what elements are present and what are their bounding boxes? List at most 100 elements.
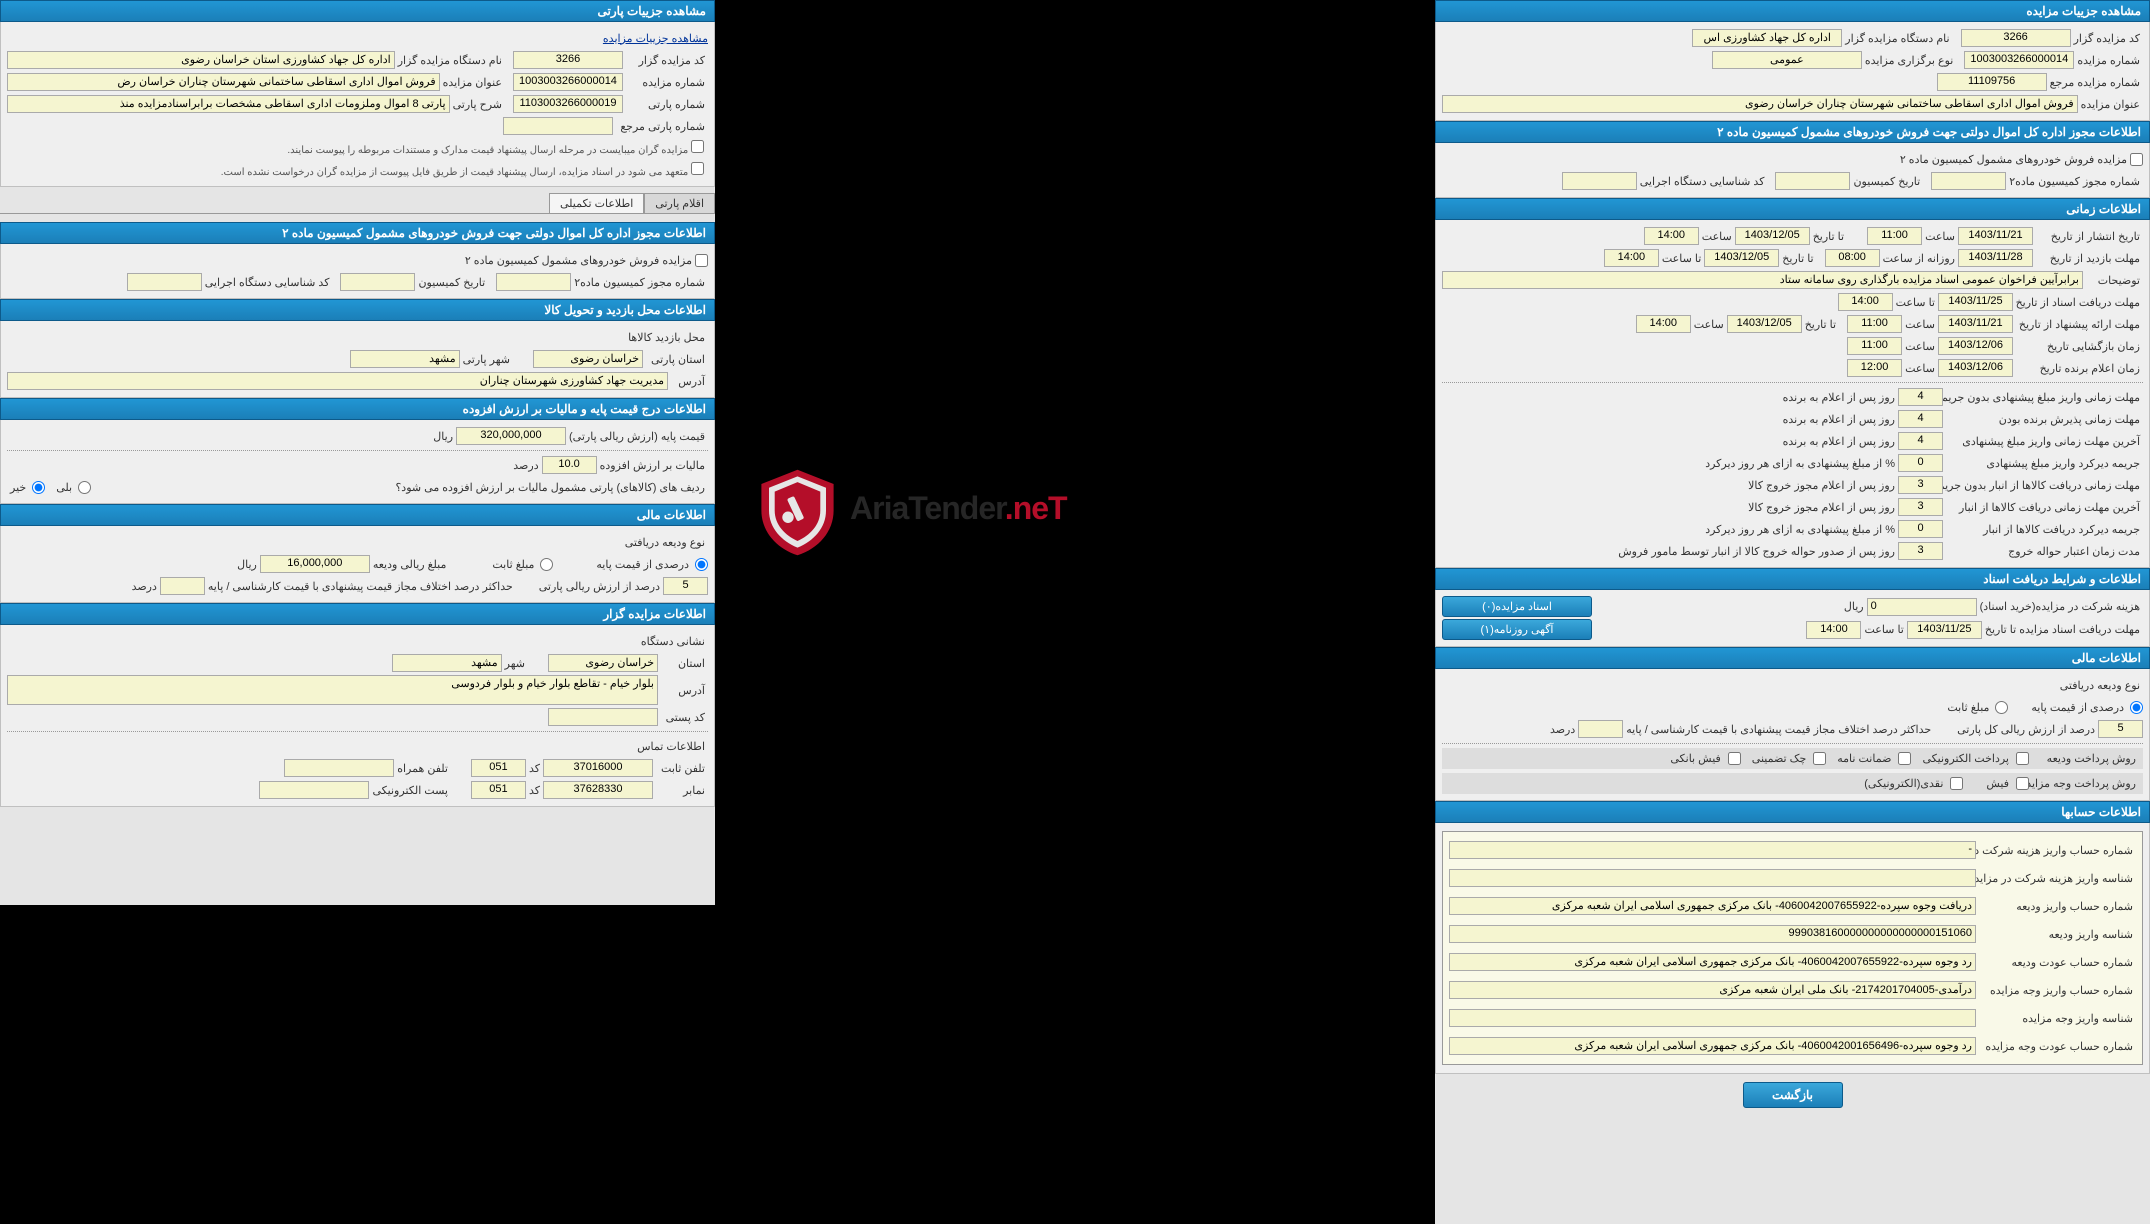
darsad-arzesh-val: 5	[2098, 720, 2143, 738]
lp-hadaksar-val	[160, 577, 205, 595]
noe-vadie-label: نوع ودیعه دریافتی	[2057, 679, 2143, 692]
lp-rial-1: ریال	[430, 430, 456, 443]
lp-code-shenasaee	[127, 273, 202, 291]
majvez-header: اطلاعات مجوز اداره کل اموال دولتی جهت فر…	[1435, 121, 2150, 143]
bazgoshaee-time: 11:00	[1847, 337, 1902, 355]
hesab-vadie-val: دریافت وجوه سپرده-4060042007655922- بانک…	[1449, 897, 1976, 915]
hesab-odat-vadie-label: شماره حساب عودت ودیعه	[1976, 956, 2136, 969]
lp-shahr: مشهد	[392, 654, 502, 672]
lp-darsad-party-label: درصد از ارزش ریالی پارتی	[536, 580, 663, 593]
lp-darsadi-label: درصدی از قیمت پایه	[593, 558, 692, 571]
return-button[interactable]: بازگشت	[1743, 1082, 1843, 1108]
lp-darsadi-radio[interactable]	[695, 558, 708, 571]
lp-neshani-label: نشانی دستگاه	[638, 635, 708, 648]
hesab-vajh-label: شماره حساب واریز وجه مزایده	[1976, 984, 2136, 997]
roozane-ta-time: 14:00	[1604, 249, 1659, 267]
lp-shomare-mojavez-label: شماره مجوز کمیسیون ماده۲	[571, 276, 708, 289]
lp-kod-label-2: کد	[526, 784, 543, 797]
rooz-pas-1: روز پس از اعلام به برنده	[1780, 391, 1898, 404]
tarikh-komision-label: تاریخ کمیسیون	[1850, 175, 1923, 188]
jarime-daryaft-kala-label: جریمه دیرکرد دریافت کالاها از انبار	[1943, 523, 2143, 536]
tozihat-label: توضیحات	[2083, 274, 2143, 287]
fish2-checkbox[interactable]	[2016, 777, 2029, 790]
etelaat-takmili-tab[interactable]: اطلاعات تکمیلی	[549, 193, 644, 213]
akharin-variiz-val: 4	[1898, 432, 1943, 450]
foroush-khodro-label: مزایده فروش خودروهای مشمول کمیسیون ماده …	[1897, 153, 2130, 166]
rooz-pas-khorooj-2: روز پس از اعلام مجوز خروج کالا	[1745, 501, 1898, 514]
lp-tarikh-komision	[340, 273, 415, 291]
lp-onvan-mazayede: فروش اموال اداری اسقاطی ساختمانی شهرستان…	[7, 73, 440, 91]
enteshar-az-date: 1403/11/21	[1958, 227, 2033, 245]
bazgoshaee-date: 1403/12/06	[1938, 337, 2013, 355]
watermark: AriaTender.neT	[750, 465, 1150, 565]
enteshar-ta-label: تا تاریخ	[1810, 230, 1847, 243]
naghdi-checkbox[interactable]	[1950, 777, 1963, 790]
hesab-hazine-val: -	[1449, 841, 1976, 859]
note1-text: مزایده گران میبایست در مرحله ارسال پیشنه…	[287, 145, 688, 156]
hesab-odat-vajh-val: رد وجوه سپرده-4060042001656496- بانک مرک…	[1449, 1037, 1976, 1055]
lp-foroush-khodro-checkbox[interactable]	[695, 254, 708, 267]
aglam-party-tab[interactable]: اقلام پارتی	[644, 193, 715, 213]
view-auction-details-link[interactable]: مشاهده جزییات مزایده	[603, 32, 708, 45]
elam-barande-date: 1403/12/06	[1938, 359, 2013, 377]
rooz-pas-2: روز پس از اعلام به برنده	[1780, 413, 1898, 426]
fish-checkbox[interactable]	[1728, 752, 1741, 765]
shomare-mazayede-label: شماره مزایده	[2074, 54, 2143, 67]
mablagh-sabet-radio[interactable]	[1995, 701, 2008, 714]
lp-maliat-val: 10.0	[542, 456, 597, 474]
lp-rial-2: ریال	[234, 558, 260, 571]
nam-dastgah-label: نام دستگاه مزایده گزار	[1842, 32, 1952, 45]
asnad-mazayede-button[interactable]: اسناد مزایده(۰)	[1442, 596, 1592, 617]
shomare-mazayede-field: 1003003266000014	[1964, 51, 2074, 69]
pardakht-elec-checkbox[interactable]	[2016, 752, 2029, 765]
lp-shomare-party-label: شماره پارتی	[623, 98, 708, 111]
lp-mablagh-sabet-radio[interactable]	[540, 558, 553, 571]
bali-radio[interactable]	[78, 481, 91, 494]
fish-label: فیش بانکی	[1667, 752, 1723, 765]
etelaat-zamani-header: اطلاعات زمانی	[1435, 198, 2150, 220]
lp-adres2-label: آدرس	[658, 684, 708, 697]
note1-checkbox[interactable]	[691, 140, 704, 153]
lp-tarikh-komision-label: تاریخ کمیسیون	[415, 276, 488, 289]
lp-telefon-hamrah	[284, 759, 394, 777]
agahi-rooznameh-button[interactable]: آگهی روزنامه(۱)	[1442, 619, 1592, 640]
shomare-marja-field: 11109756	[1937, 73, 2047, 91]
code-shenasaee-label: کد شناسایی دستگاه اجرایی	[1637, 175, 1768, 188]
darsadi-paye-radio[interactable]	[2130, 701, 2143, 714]
elam-barande-label: زمان اعلام برنده تاریخ	[2013, 362, 2143, 375]
ravesh-vajh-label: روش پرداخت وجه مزایده	[2029, 777, 2139, 790]
lp-hadaksar-label: حداکثر درصد اختلاف مجاز قیمت پیشنهادی با…	[205, 580, 516, 593]
fish2-label: فیش	[1983, 777, 2012, 790]
lp-mojavez-header: اطلاعات مجوز اداره کل اموال دولتی جهت فر…	[0, 222, 715, 244]
party-summary-header: مشاهده جزییات پارتی	[0, 0, 715, 22]
lp-shahr-party: مشهد	[350, 350, 460, 368]
lp-mablagh-vadie: 16,000,000	[260, 555, 370, 573]
foroush-khodro-checkbox[interactable]	[2130, 153, 2143, 166]
zemanat-label: ضمانت نامه	[1834, 752, 1894, 765]
auction-summary-header: مشاهده جزییات مزایده	[1435, 0, 2150, 22]
jarime-dirkard-val: 0	[1898, 454, 1943, 472]
onvan-mazayede-field: فروش اموال اداری اسقاطی ساختمانی شهرستان…	[1442, 95, 2078, 113]
chek-checkbox[interactable]	[1813, 752, 1826, 765]
hesabha-header: اطلاعات حسابها	[1435, 801, 2150, 823]
note2-text: متعهد می شود در اسناد مزایده، ارسال پیشن…	[221, 167, 688, 178]
shenase-hazine-val	[1449, 869, 1976, 887]
onvan-mazayede-label: عنوان مزایده	[2078, 98, 2143, 111]
shomare-mojavez-label: شماره مجوز کمیسیون ماده۲	[2006, 175, 2143, 188]
kheyr-radio[interactable]	[32, 481, 45, 494]
hadaksar-ekhtelaf-label: حداکثر درصد اختلاف مجاز قیمت پیشنهادی با…	[1623, 723, 1934, 736]
lp-namabar-label: نمابر	[653, 784, 708, 797]
shenase-vajh-label: شناسه واریز وجه مزایده	[1976, 1012, 2136, 1025]
rooz-pas-sodoor-label: روز پس از صدور حواله خروج کالا از انبار …	[1615, 545, 1898, 558]
rooz-pas-3: روز پس از اعلام به برنده	[1780, 435, 1898, 448]
hadaksar-ekhtelaf-val	[1578, 720, 1623, 738]
lp-mahal-bazdid-header: اطلاعات محل بازدید و تحویل کالا	[0, 299, 715, 321]
lp-kod-1: 051	[471, 759, 526, 777]
note2-checkbox[interactable]	[691, 162, 704, 175]
jarime-dirkard-label: جریمه دیرکرد واریز مبلغ پیشنهادی	[1943, 457, 2143, 470]
mohlat-daryaft-asnad-date: 1403/11/25	[1907, 621, 1982, 639]
zemanat-checkbox[interactable]	[1898, 752, 1911, 765]
roozane-az-label: روزانه از ساعت	[1880, 252, 1958, 265]
akharin-variiz-label: آخرین مهلت زمانی واریز مبلغ پیشنهادی	[1943, 435, 2143, 448]
lp-shomare-mazayede: 1003003266000014	[513, 73, 623, 91]
